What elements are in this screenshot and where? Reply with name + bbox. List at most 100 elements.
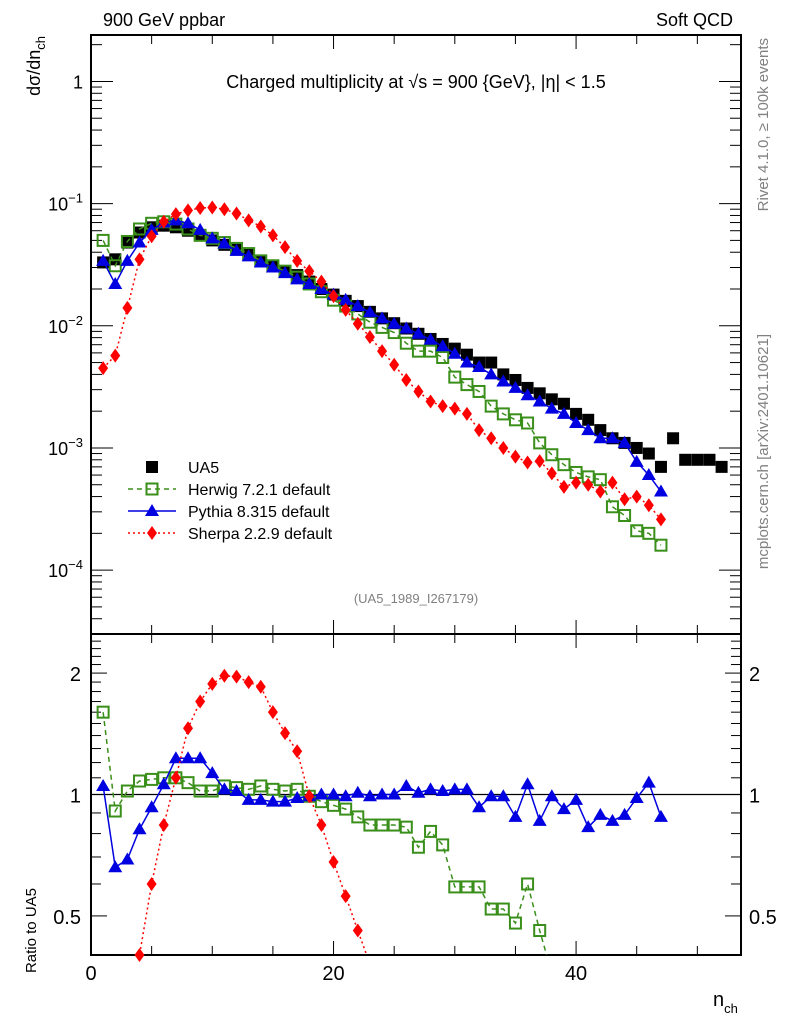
data-point: [193, 784, 207, 798]
data-point: [629, 791, 644, 804]
data-point: [617, 807, 632, 820]
data-point: [425, 394, 436, 409]
data-point: [243, 675, 254, 690]
data-point: [255, 219, 266, 234]
data-point: [401, 372, 412, 387]
data-point: [593, 807, 608, 820]
data-point: [351, 810, 365, 824]
data-point: [338, 789, 353, 802]
y-tick-label: 10−1: [48, 191, 83, 215]
data-point: [654, 538, 668, 552]
y-axis-label-main: dσ/dnch: [24, 36, 48, 96]
data-point: [533, 387, 546, 400]
data-point: [229, 784, 244, 797]
y-tick-label: 1: [70, 786, 81, 808]
legend: UA5 Herwig 7.2.1 default Pythia 8.315 defa…: [128, 460, 333, 543]
data-point: [521, 416, 535, 430]
data-point: [132, 822, 147, 835]
mcplots-label: mcplots.cern.ch [arXiv:2401.10621]: [755, 334, 772, 569]
data-point: [617, 435, 632, 448]
data-point: [607, 475, 618, 490]
data-point: [581, 423, 596, 436]
data-point: [399, 336, 413, 350]
data-point: [316, 818, 327, 833]
data-point: [96, 778, 111, 791]
main-panel: 110−110−210−310−4: [48, 34, 742, 635]
data-point: [326, 787, 341, 800]
data-point: [545, 393, 558, 406]
data-point: [413, 384, 424, 399]
data-point: [327, 798, 341, 812]
data-point: [544, 401, 559, 414]
y-tick-label: 0.5: [53, 907, 81, 929]
data-point: [280, 726, 291, 741]
data-point: [583, 477, 594, 492]
ratio-panel: 0.5 0.51 12 20 20 40: [53, 633, 777, 985]
data-point: [472, 880, 486, 894]
data-point: [181, 751, 196, 764]
data-point: [362, 305, 377, 318]
data-point: [641, 468, 656, 481]
header-right: Soft QCD: [656, 10, 733, 30]
data-point: [667, 432, 680, 445]
x-tick-label: 20: [322, 963, 344, 985]
data-point: [715, 460, 728, 473]
data-point: [292, 744, 303, 759]
data-point: [219, 202, 230, 217]
data-point: [207, 200, 218, 215]
data-point: [181, 776, 195, 790]
data-point: [314, 787, 329, 800]
data-point: [569, 416, 584, 429]
data-point: [217, 782, 232, 795]
data-point: [557, 397, 570, 410]
data-point: [679, 453, 692, 466]
y-tick-label: 10−3: [48, 435, 83, 459]
data-point: [399, 778, 414, 791]
data-point: [98, 361, 109, 376]
series-line: [102, 757, 662, 869]
data-point: [96, 233, 110, 247]
data-point: [460, 880, 474, 894]
y-tick-label: 2: [70, 664, 81, 686]
data-point: [498, 440, 509, 455]
data-point: [120, 253, 135, 266]
y-tick-label-base: 10: [48, 195, 68, 215]
analysis-id: (UA5_1989_I267179): [354, 591, 478, 606]
data-point: [205, 231, 220, 244]
data-point: [435, 784, 450, 797]
data-point: [375, 311, 390, 324]
data-point: [122, 300, 133, 315]
data-point: [362, 789, 377, 802]
data-point: [278, 266, 293, 279]
data-point: [145, 482, 159, 496]
data-point: [582, 413, 595, 426]
data-point: [265, 260, 280, 273]
data-point: [254, 779, 268, 793]
data-point: [631, 489, 642, 504]
data-point: [375, 787, 390, 800]
y-tick-label-right: 1: [749, 786, 760, 808]
data-point: [496, 374, 511, 387]
y-tick-label-right: 2: [749, 664, 760, 686]
data-point: [108, 860, 123, 873]
data-point: [195, 694, 206, 709]
x-tick-label: 0: [85, 963, 96, 985]
data-point: [133, 226, 146, 239]
data-point: [229, 243, 244, 256]
data-point: [460, 378, 474, 392]
data-point: [703, 453, 716, 466]
data-point: [545, 448, 559, 462]
data-point: [618, 508, 632, 522]
data-point: [363, 818, 377, 832]
data-point: [195, 201, 206, 216]
data-point: [96, 705, 110, 719]
data-point: [290, 272, 305, 285]
data-point: [460, 348, 473, 361]
data-point: [472, 800, 487, 813]
data-point: [485, 356, 498, 369]
data-point: [520, 388, 535, 401]
data-point: [556, 406, 571, 419]
data-point: [655, 512, 666, 527]
data-point: [641, 775, 656, 788]
data-point: [594, 424, 607, 437]
